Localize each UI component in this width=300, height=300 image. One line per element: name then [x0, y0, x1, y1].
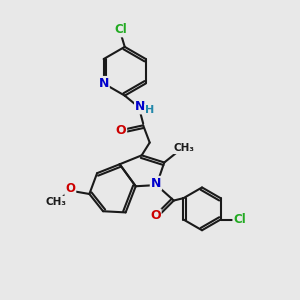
- Text: Cl: Cl: [233, 213, 246, 226]
- Text: O: O: [116, 124, 126, 136]
- Text: CH₃: CH₃: [173, 143, 194, 153]
- Text: O: O: [150, 209, 161, 223]
- Text: N: N: [135, 100, 146, 113]
- Text: CH₃: CH₃: [46, 197, 67, 207]
- Text: N: N: [151, 177, 161, 190]
- Text: N: N: [98, 77, 109, 90]
- Text: Cl: Cl: [115, 23, 128, 36]
- Text: O: O: [65, 182, 75, 195]
- Text: H: H: [145, 105, 154, 115]
